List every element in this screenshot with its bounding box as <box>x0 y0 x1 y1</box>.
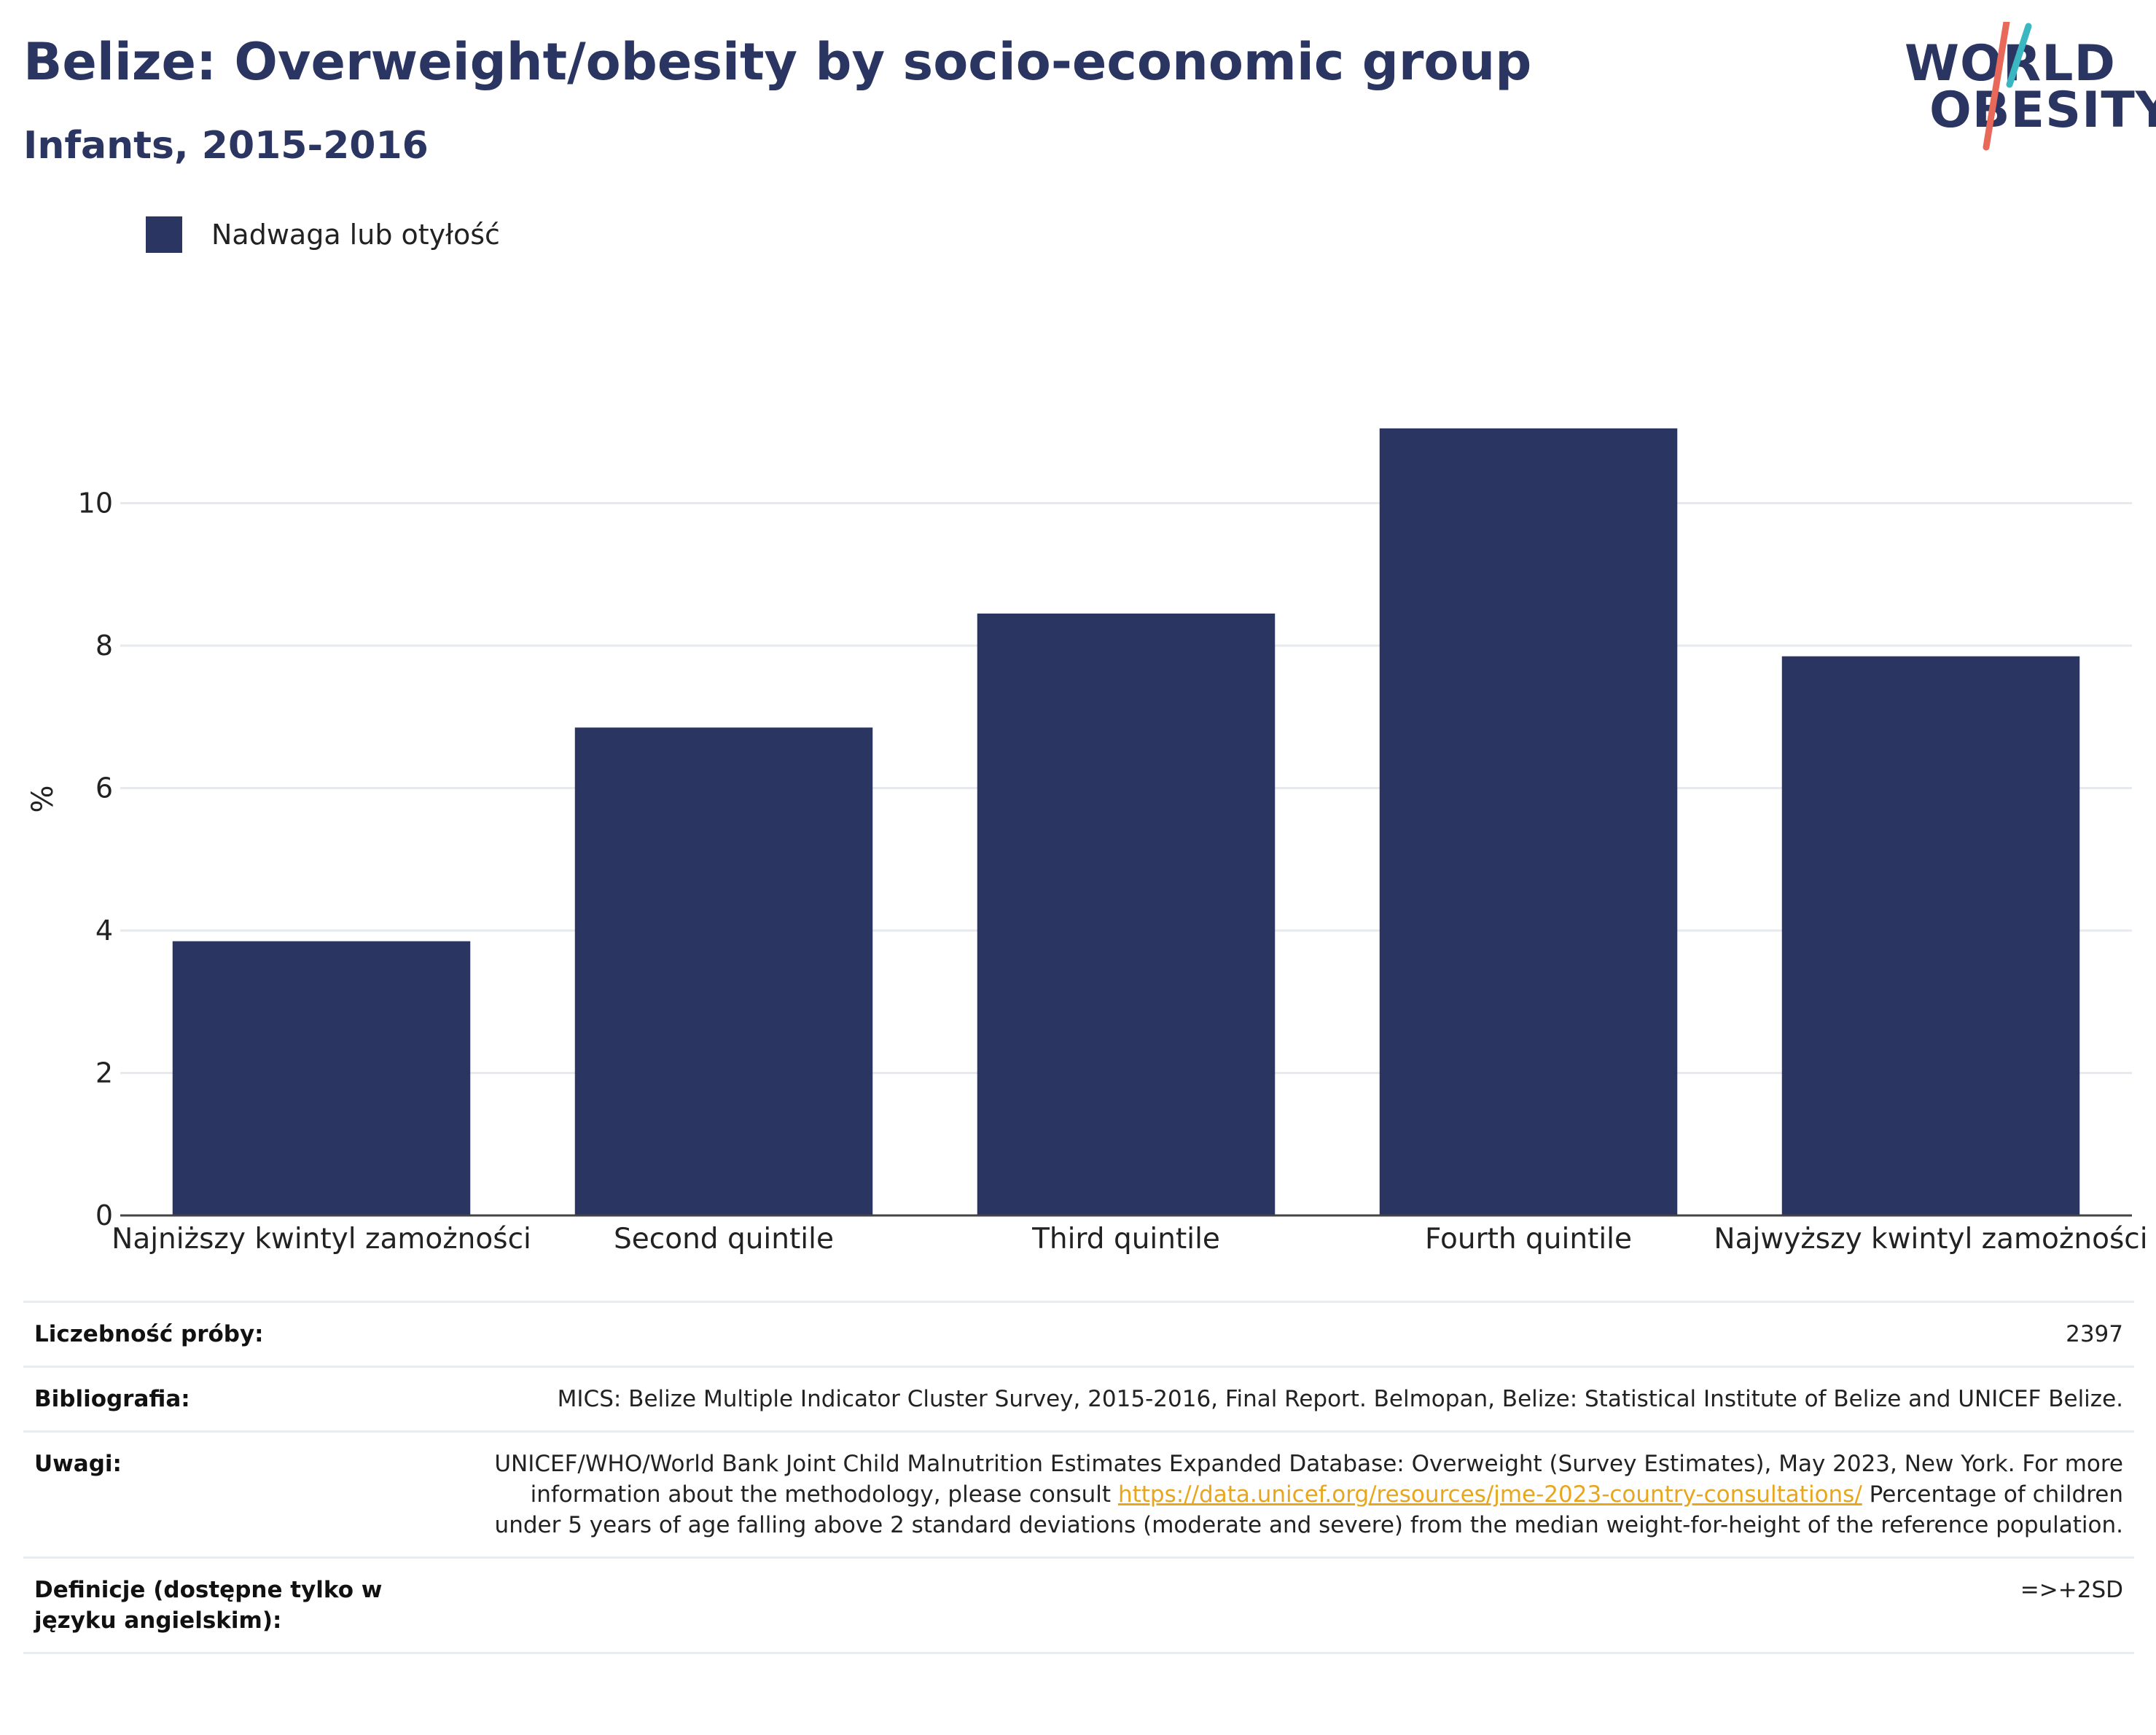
x-tick-label: Third quintile <box>1031 1223 1220 1256</box>
page-title: Belize: Overweight/obesity by socio-econ… <box>23 32 1532 92</box>
meta-row-bibliography: Bibliografia: MICS: Belize Multiple Indi… <box>23 1366 2134 1430</box>
sample-size-value: 2397 <box>2066 1321 2123 1347</box>
bar <box>172 941 471 1215</box>
y-tick-label: 4 <box>95 915 113 947</box>
notes-text-1: UNICEF/WHO/World Bank Joint Child Malnut… <box>494 1451 2123 1508</box>
bar <box>977 614 1276 1215</box>
page-subtitle: Infants, 2015-2016 <box>23 124 429 168</box>
bar <box>1781 656 2080 1215</box>
x-tick-label: Najwyższy kwintyl zamożności <box>1714 1223 2147 1256</box>
x-tick-label: Second quintile <box>614 1223 834 1256</box>
bibliography-label: Bibliografia: <box>34 1386 190 1412</box>
x-tick-label: Fourth quintile <box>1425 1223 1632 1256</box>
notes-value: UNICEF/WHO/World Bank Joint Child Malnut… <box>472 1449 2123 1540</box>
bar <box>1379 428 1678 1215</box>
logo-slash-icon <box>1983 22 2032 151</box>
logo-line2: OBESITY <box>1929 82 2156 139</box>
y-tick-label: 8 <box>95 630 113 662</box>
notes-text-2: Percentage of children under 5 years of … <box>494 1481 2123 1538</box>
meta-row-definitions: Definicje (dostępne tylko w języku angie… <box>23 1556 2134 1654</box>
meta-row-notes: Uwagi: UNICEF/WHO/World Bank Joint Child… <box>23 1430 2134 1556</box>
definitions-label: Definicje (dostępne tylko w języku angie… <box>34 1577 383 1634</box>
legend-swatch <box>146 216 182 253</box>
bibliography-value: MICS: Belize Multiple Indicator Cluster … <box>557 1386 2123 1412</box>
notes-link[interactable]: https://data.unicef.org/resources/jme-20… <box>1117 1481 1862 1508</box>
x-tick-label: Najniższy kwintyl zamożności <box>112 1223 531 1256</box>
metadata-table: Liczebność próby: 2397 Bibliografia: MIC… <box>23 1301 2134 1654</box>
sample-size-label: Liczebność próby: <box>34 1321 264 1347</box>
world-obesity-logo: WORLD OBESITY <box>1899 22 2156 153</box>
y-axis-label: % <box>26 785 60 812</box>
y-tick-label: 2 <box>95 1057 113 1089</box>
definitions-value: =>+2SD <box>2020 1577 2123 1603</box>
chart-legend: Nadwaga lub otyłość <box>146 216 500 253</box>
notes-label: Uwagi: <box>34 1451 122 1477</box>
y-tick-label: 6 <box>95 772 113 804</box>
legend-label: Nadwaga lub otyłość <box>211 219 500 251</box>
meta-row-sample: Liczebność próby: 2397 <box>23 1301 2134 1366</box>
bar-chart: 0 2 4 6 8 10 Najniższy kwintyl zamożności Secon… <box>26 428 2148 1256</box>
y-tick-label: 0 <box>95 1199 113 1231</box>
y-tick-label: 10 <box>78 487 113 520</box>
bar <box>574 727 873 1215</box>
